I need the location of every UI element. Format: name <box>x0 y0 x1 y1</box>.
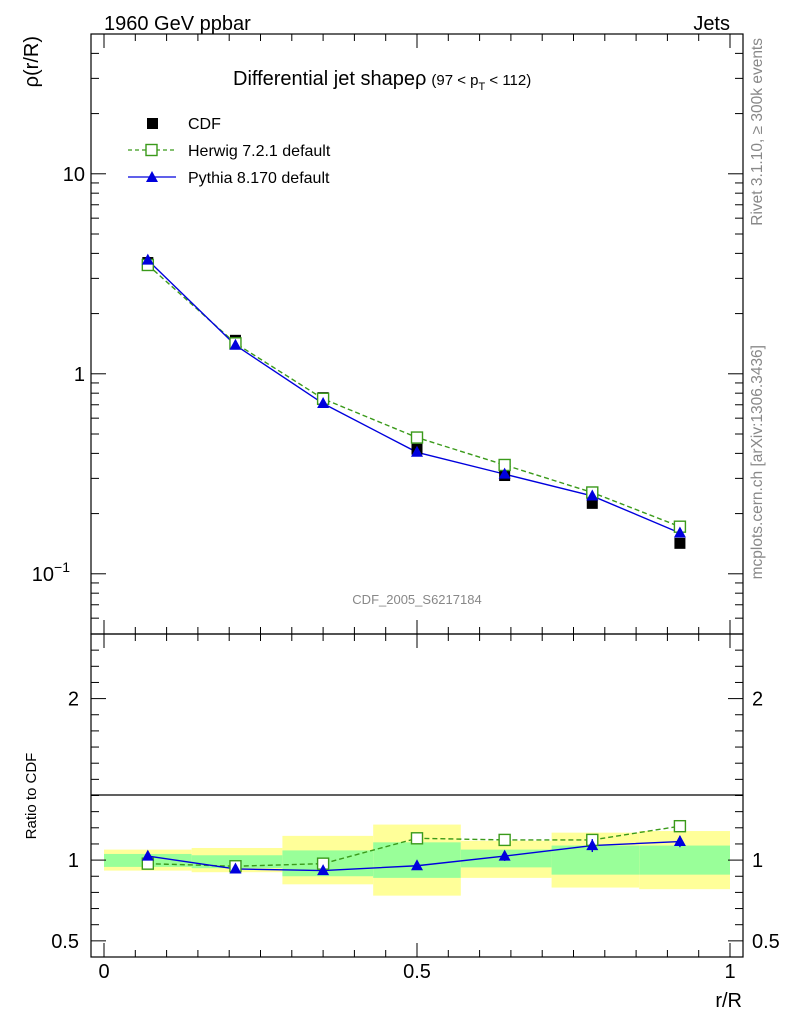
ratio-pythia-8-170-default-point <box>317 864 330 876</box>
pythia-8-170-default-point <box>498 467 511 479</box>
ratio-herwig-7-2-1-default-point <box>498 833 511 847</box>
ratio-y-tick-labels: 2 2 1 1 0.5 0.5 <box>51 689 780 953</box>
pythia-8-170-default-point <box>586 489 599 501</box>
rivet-label: Rivet 3.1.10, ≥ 300k events <box>749 38 766 226</box>
main-y-tick-label: 1 <box>74 364 85 386</box>
x-tick-label: 1 <box>724 961 735 983</box>
pythia-8-170-default-point <box>141 253 154 265</box>
ratio-pythia-8-170-default-point <box>411 859 423 871</box>
legend-pythia-marker <box>146 171 158 182</box>
header-left: 1960 GeV ppbar <box>104 13 251 35</box>
main-y-tick-labels: 10 1 10−1 <box>32 164 85 586</box>
ratio-band-green <box>639 845 730 875</box>
herwig-7-2-1-default-line <box>147 264 681 528</box>
ratio-band-green <box>551 845 640 875</box>
ratio-pythia-8-170-default-point <box>498 849 511 861</box>
main-title-rho: ρ <box>415 68 426 90</box>
ratio-panel: 2 21 10.5 0.5 0 0.5 1 Ratio to CDF r/R <box>23 633 780 1012</box>
main-title: Differential jet shapeρ (97 < pT < 112) <box>233 68 531 93</box>
ratio-y-tick-label-left: 1 <box>68 850 79 872</box>
ratio-pythia-8-170-default-point <box>586 839 599 851</box>
x-axis-label: r/R <box>715 990 742 1012</box>
pythia-8-170-default-point <box>673 526 686 538</box>
ratio-herwig-7-2-1-default-point <box>673 819 687 833</box>
herwig-7-2-1-default-point <box>410 431 424 444</box>
legend-pythia-label: Pythia 8.170 default <box>188 170 330 187</box>
cdf-point <box>674 537 686 549</box>
legend: CDF Herwig 7.2.1 default Pythia 8.170 de… <box>128 116 331 187</box>
legend-cdf-label: CDF <box>188 116 221 133</box>
main-y-tick-label: 10−1 <box>32 559 70 586</box>
ratio-y-tick-label-right: 0.5 <box>752 931 780 953</box>
legend-herwig-marker <box>145 143 158 157</box>
main-title-range-suffix: < 112) <box>485 72 531 89</box>
header-right: Jets <box>693 13 730 35</box>
main-panel: 10 1 10−1 ρ(r/R) Differential jet shapeρ (9… <box>21 33 744 635</box>
ratio-pythia-8-170-default-point <box>229 862 242 874</box>
ratio-y-tick-label-left: 0.5 <box>51 931 79 953</box>
legend-cdf-marker <box>147 118 158 129</box>
main-axis-ticks <box>91 33 743 635</box>
ratio-pythia-8-170-default-point <box>673 835 686 847</box>
pythia-8-170-default-point <box>229 338 242 350</box>
ratio-y-tick-label-right: 2 <box>752 689 763 711</box>
ratio-y-tick-label-left: 2 <box>68 689 79 711</box>
pythia-8-170-default-line <box>147 259 681 534</box>
main-title-text: Differential jet shape <box>233 68 415 90</box>
ratio-series <box>141 819 687 876</box>
main-title-range-sub: T <box>478 81 485 93</box>
ratio-herwig-7-2-1-default-point <box>410 832 424 845</box>
main-y-tick-label: 10 <box>63 164 85 186</box>
ratio-pythia-8-170-default-point <box>141 849 154 861</box>
x-tick-label: 0 <box>98 961 109 983</box>
analysis-label: CDF_2005_S6217184 <box>352 592 481 607</box>
main-y-axis-label: ρ(r/R) <box>21 36 43 87</box>
main-series <box>141 253 687 549</box>
main-title-range-prefix: (97 < p <box>431 72 478 89</box>
ratio-y-axis-label: Ratio to CDF <box>23 753 40 840</box>
ratio-axis-ticks <box>91 633 743 957</box>
legend-herwig-label: Herwig 7.2.1 default <box>188 143 331 160</box>
pythia-8-170-default-point <box>317 397 330 409</box>
cdf-point <box>586 497 598 509</box>
ratio-x-tick-labels: 0 0.5 1 <box>98 961 735 983</box>
mcplots-label: mcplots.cern.ch [arXiv:1306.3436] <box>749 345 766 579</box>
pythia-8-170-default-point <box>411 445 423 457</box>
ratio-y-tick-label-right: 1 <box>752 850 763 872</box>
x-tick-label: 0.5 <box>403 961 431 983</box>
